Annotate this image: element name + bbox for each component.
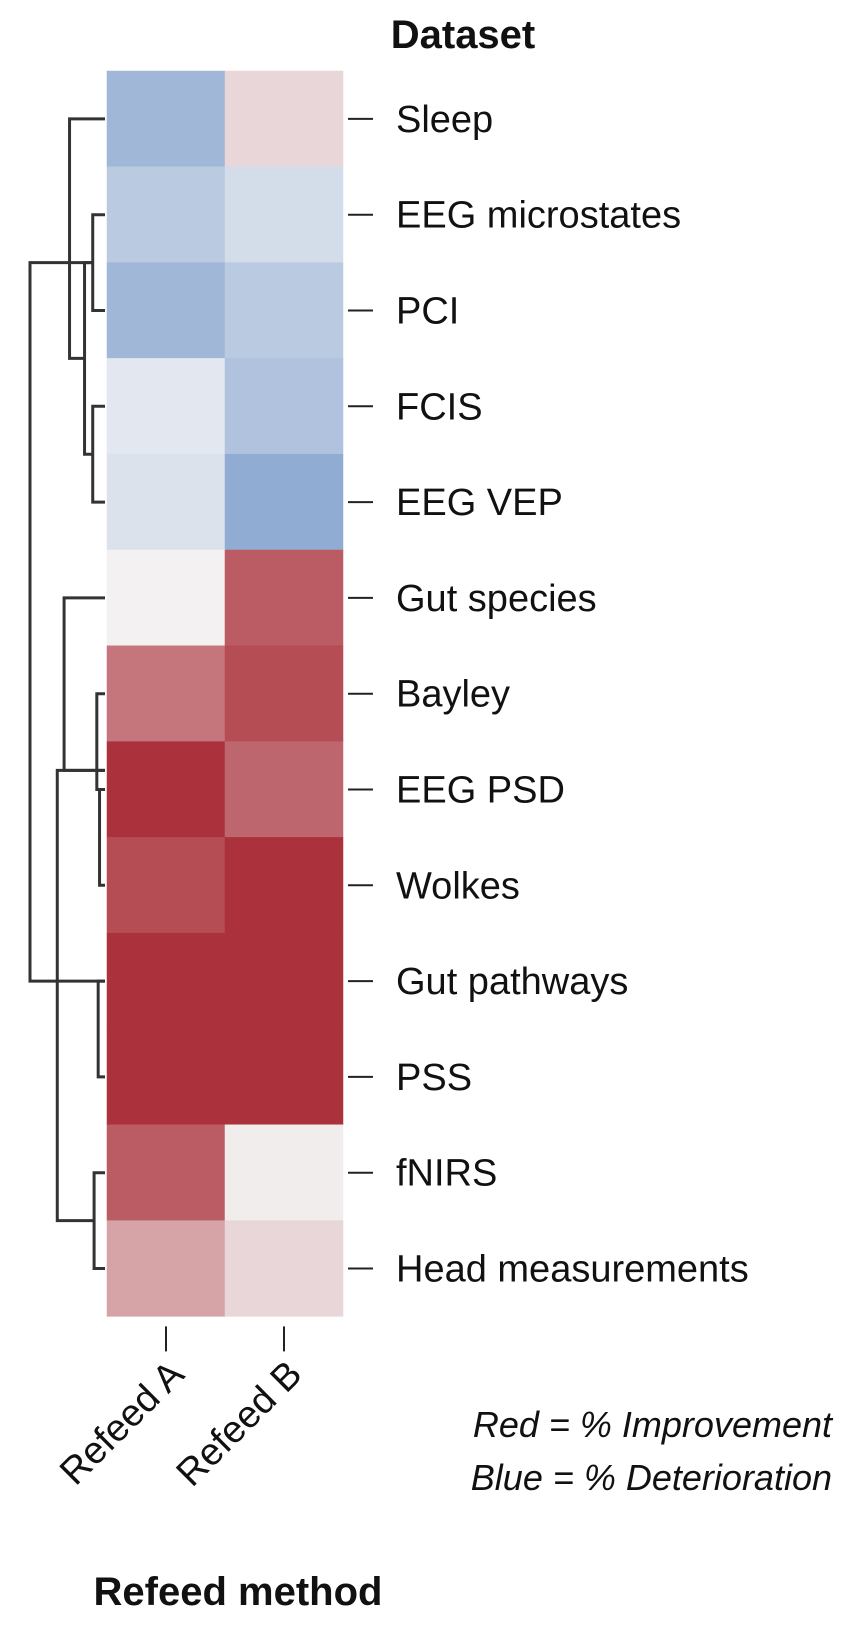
heatmap-cell <box>224 1028 344 1126</box>
dendrogram-branch <box>91 213 105 312</box>
dendrogram-branch <box>91 404 105 504</box>
heatmap-cell <box>224 358 344 455</box>
heatmap-cell <box>106 1028 226 1126</box>
row-label: Head measurements <box>396 1249 749 1291</box>
dendrogram-branch <box>92 1171 105 1270</box>
row-label: Sleep <box>396 99 493 141</box>
heatmap-cell <box>106 358 226 455</box>
heatmap-cell <box>106 453 226 551</box>
row-label: EEG microstates <box>396 195 681 237</box>
row-label: fNIRS <box>396 1153 497 1195</box>
heatmap-cell <box>106 837 226 934</box>
row-label: Gut species <box>396 578 597 620</box>
heatmap-cell <box>106 741 226 838</box>
heatmap-cell <box>106 70 226 168</box>
heatmap-cell <box>224 1220 344 1317</box>
heatmap-cell <box>224 1124 344 1221</box>
dendrogram-branch <box>55 768 105 1223</box>
heatmap-cell <box>106 932 226 1030</box>
heatmap-cell <box>106 549 226 647</box>
heatmap-cell <box>224 645 344 742</box>
column-label: Refeed B <box>169 1353 311 1495</box>
row-label: Gut pathways <box>396 961 628 1003</box>
heatmap-cell <box>106 1124 226 1221</box>
heatmap-cell <box>106 166 226 263</box>
row-label: PCI <box>396 291 459 333</box>
heatmap-cell <box>224 837 344 934</box>
column-label: Refeed A <box>52 1353 193 1494</box>
heatmap-cell <box>224 549 344 647</box>
row-dendrogram <box>28 117 105 1270</box>
heatmap-cell <box>224 741 344 838</box>
x-axis-title: Refeed method <box>94 1570 383 1614</box>
dendrogram-branch <box>28 261 105 983</box>
row-labels: Sleep EEG microstates PCI FCIS EEG VEP Gut sp… <box>348 99 749 1291</box>
dendrogram-branch <box>96 979 105 1079</box>
legend-note-red: Red = % Improvement <box>473 1404 834 1445</box>
dendrogram-branch <box>68 117 105 360</box>
heatmap-cell <box>224 932 344 1030</box>
heatmap-cell <box>106 262 226 359</box>
heatmap-cell <box>106 1220 226 1317</box>
legend-note-blue: Blue = % Deterioration <box>471 1457 832 1498</box>
row-label: PSS <box>396 1057 472 1099</box>
row-label: Bayley <box>396 674 510 716</box>
row-label: EEG VEP <box>396 482 563 524</box>
heatmap-cell <box>224 70 344 168</box>
heatmap-cell <box>224 166 344 263</box>
row-label: EEG PSD <box>396 770 565 812</box>
heatmap-cell <box>224 262 344 359</box>
row-label: FCIS <box>396 386 483 428</box>
row-label: Wolkes <box>396 865 520 907</box>
heatmap-cells <box>106 70 344 1317</box>
heatmap-cell <box>224 453 344 551</box>
dendrogram-branch <box>95 692 105 791</box>
dendrogram-branch <box>62 596 105 772</box>
chart-title: Dataset <box>391 13 536 57</box>
dendrogram-branch <box>98 788 105 887</box>
heatmap-cell <box>106 645 226 742</box>
